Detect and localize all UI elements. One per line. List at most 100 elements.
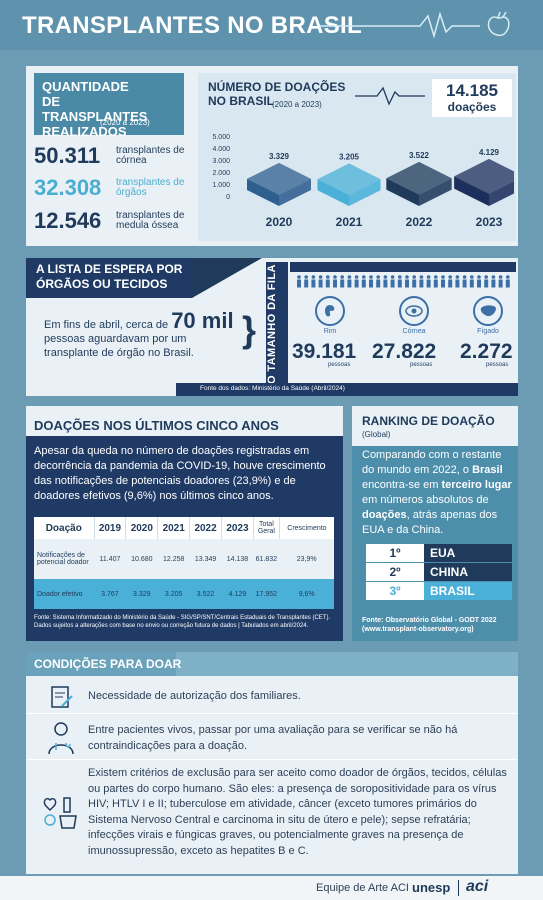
- ranking-row: 3º BRASIL: [366, 582, 512, 600]
- table-header: 2023: [221, 517, 254, 539]
- person-body-icon: [361, 279, 366, 288]
- person-body-icon: [390, 279, 395, 288]
- person-body-icon: [318, 279, 323, 288]
- person-head-icon: [484, 275, 488, 279]
- person-body-icon: [441, 279, 445, 288]
- donations-period: (2020 a 2023): [272, 100, 322, 109]
- bar-right-face: [489, 181, 514, 206]
- transplants-title-box: QUANTIDADE DE TRANSPLANTES REALIZADOS: [34, 73, 184, 139]
- transplant-item: 12.546 transplantes de medula óssea: [34, 204, 194, 238]
- person-head-icon: [383, 275, 388, 279]
- transplant-label: transplantes de medula óssea: [116, 210, 185, 231]
- table-cell: 3.329: [133, 590, 151, 598]
- person-head-icon: [455, 275, 460, 279]
- donations-title: NÚMERO DE DOAÇÕES NO BRASIL: [208, 80, 346, 108]
- five-years-source: Fonte: Sistema Informatizado do Ministér…: [34, 615, 331, 629]
- bar-top-face: [247, 162, 311, 195]
- brace-icon: }: [242, 309, 257, 350]
- ranking-row: 2º CHINA: [366, 563, 512, 581]
- ranking-country: EUA: [424, 544, 512, 562]
- liver-icon: [473, 296, 503, 326]
- ranking-source: Fonte: Observatório Global - GODT 2022 (…: [362, 617, 497, 633]
- queue-top-bar: [290, 262, 516, 272]
- transplant-number: 32.308: [34, 175, 102, 200]
- person-body-icon: [469, 279, 474, 288]
- waitlist-title-box: [26, 258, 192, 298]
- ranking-podium: 1º EUA 2º CHINA 3º BRASIL: [366, 544, 512, 600]
- bar-right-face: [279, 178, 311, 206]
- table-cell: 4.129: [228, 590, 247, 598]
- medical-exam-icon: [43, 797, 77, 829]
- person-body-icon: [397, 279, 402, 288]
- organ-cornea: Córnea: [384, 296, 444, 335]
- transplant-item: 50.311 transplantes de córnea: [34, 140, 194, 172]
- waitlist-text-after: pessoas aguardavam por um transplante de…: [44, 333, 194, 359]
- organ-number: 2.272: [460, 340, 513, 363]
- person-head-icon: [318, 275, 323, 279]
- bar-value-label: 3.205: [339, 152, 360, 161]
- organ-unit: pessoas: [486, 362, 509, 368]
- bar-left-face: [386, 178, 419, 206]
- ranking-title: RANKING DE DOAÇÃO: [362, 414, 495, 428]
- table-header: Crescimento: [287, 524, 327, 532]
- person-body-icon: [505, 279, 510, 288]
- eye-icon: [399, 296, 429, 326]
- person-body-icon: [455, 279, 460, 288]
- organ-unit: pessoas: [328, 362, 351, 368]
- x-tick-label: 2023: [476, 215, 503, 229]
- person-head-icon: [498, 275, 503, 279]
- condition-text: Existem critérios de exclusão para ser a…: [88, 767, 507, 857]
- table-row: Notificações de potencial doador 11.407 …: [34, 539, 334, 579]
- person-body-icon: [354, 279, 359, 288]
- aci-logo: aci: [466, 878, 489, 895]
- person-body-icon: [419, 279, 424, 288]
- ranking-subtitle: (Global): [362, 430, 391, 439]
- x-tick-label: 2020: [266, 215, 293, 229]
- person-body-icon: [333, 279, 337, 288]
- person-head-icon: [462, 275, 467, 279]
- transplant-item: 32.308 transplantes de órgãos: [34, 172, 194, 204]
- x-tick-label: 2022: [406, 215, 433, 229]
- organ-name: Córnea: [402, 328, 426, 335]
- table-cell: 61.832: [255, 555, 278, 563]
- person-body-icon: [297, 279, 301, 288]
- person-head-icon: [354, 275, 359, 279]
- person-head-icon: [362, 275, 366, 279]
- heartbeat-icon: [320, 11, 510, 39]
- person-body-icon: [347, 279, 352, 288]
- ranking-text-part: , atrás apenas dos EUA e da China.: [362, 509, 498, 536]
- condition-item: Necessidade de autorização dos familiare…: [26, 680, 518, 714]
- person-body-icon: [405, 279, 409, 288]
- person-body-icon: [477, 279, 481, 288]
- person-head-icon: [297, 275, 301, 279]
- ranking-row: 1º EUA: [366, 544, 512, 562]
- person-body-icon: [498, 279, 503, 288]
- person-head-icon: [304, 275, 308, 279]
- table-cell: 13.349: [194, 555, 217, 563]
- transplants-title: QUANTIDADE DE TRANSPLANTES REALIZADOS: [42, 79, 148, 139]
- condition-text: Necessidade de autorização dos familiare…: [88, 690, 301, 702]
- person-head-icon: [326, 275, 330, 279]
- organ-numbers: 39.181 pessoas 27.822 pessoas 2.272 pess…: [292, 340, 516, 374]
- person-head-icon: [448, 275, 452, 279]
- table-cell: Notificações de potencial doador: [37, 552, 89, 566]
- bar-left-face: [317, 179, 349, 206]
- person-body-icon: [462, 279, 467, 288]
- person-body-icon: [448, 279, 453, 288]
- bar-top-face: [454, 158, 514, 194]
- bar-value-label: 3.522: [409, 151, 430, 160]
- person-head-icon: [434, 275, 438, 279]
- ranking-position: 2º: [366, 563, 424, 581]
- ranking-position: 1º: [366, 544, 424, 562]
- bar-left-face: [454, 176, 489, 206]
- person-head-icon: [369, 275, 373, 279]
- table-cell: 3.522: [196, 590, 215, 598]
- transplant-number: 50.311: [34, 143, 101, 168]
- table-cell: 12.258: [162, 555, 185, 563]
- bar-top-face: [317, 163, 381, 195]
- donations-total-box: 14.185 doações: [432, 79, 512, 117]
- bar-right-face: [349, 179, 381, 206]
- x-tick-label: 2021: [336, 215, 363, 229]
- ranking-position: 3º: [366, 582, 424, 600]
- five-years-text: Apesar da queda no número de doações reg…: [34, 445, 326, 502]
